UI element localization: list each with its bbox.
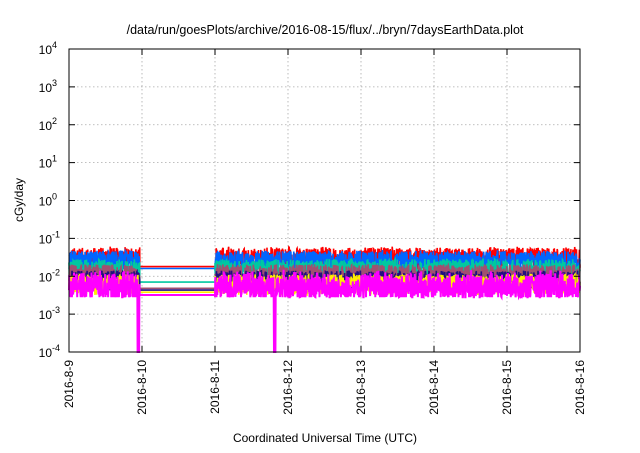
y-tick-label: 10-4 xyxy=(39,343,60,360)
grid xyxy=(69,49,580,352)
ticks: 10-4 10-3 10-2 10-1 100 101 102 103 104 2016-8-9 2… xyxy=(39,40,587,415)
x-tick-label: 2016-8-9 xyxy=(62,360,76,408)
y-tick-label: 104 xyxy=(39,40,57,57)
x-tick-label: 2016-8-15 xyxy=(500,360,514,415)
series-magenta xyxy=(68,269,581,353)
y-tick-label: 103 xyxy=(39,78,57,95)
x-tick-label: 2016-8-12 xyxy=(281,360,295,415)
y-tick-label: 10-3 xyxy=(39,305,60,322)
y-tick-label: 101 xyxy=(39,154,57,171)
y-tick-label: 100 xyxy=(39,192,57,209)
x-axis-label: Coordinated Universal Time (UTC) xyxy=(233,431,417,445)
x-tick-label: 2016-8-10 xyxy=(135,360,149,415)
y-tick-label: 10-2 xyxy=(39,267,60,284)
y-axis-label: cGy/day xyxy=(12,178,26,222)
x-tick-label: 2016-8-16 xyxy=(573,360,587,415)
x-tick-label: 2016-8-11 xyxy=(208,360,222,414)
y-tick-label: 10-1 xyxy=(39,229,60,246)
series-group xyxy=(68,245,581,353)
x-tick-label: 2016-8-13 xyxy=(354,360,368,415)
chart-title: /data/run/goesPlots/archive/2016-08-15/f… xyxy=(127,23,524,37)
y-tick-label: 102 xyxy=(39,116,57,133)
x-tick-label: 2016-8-14 xyxy=(427,360,441,415)
